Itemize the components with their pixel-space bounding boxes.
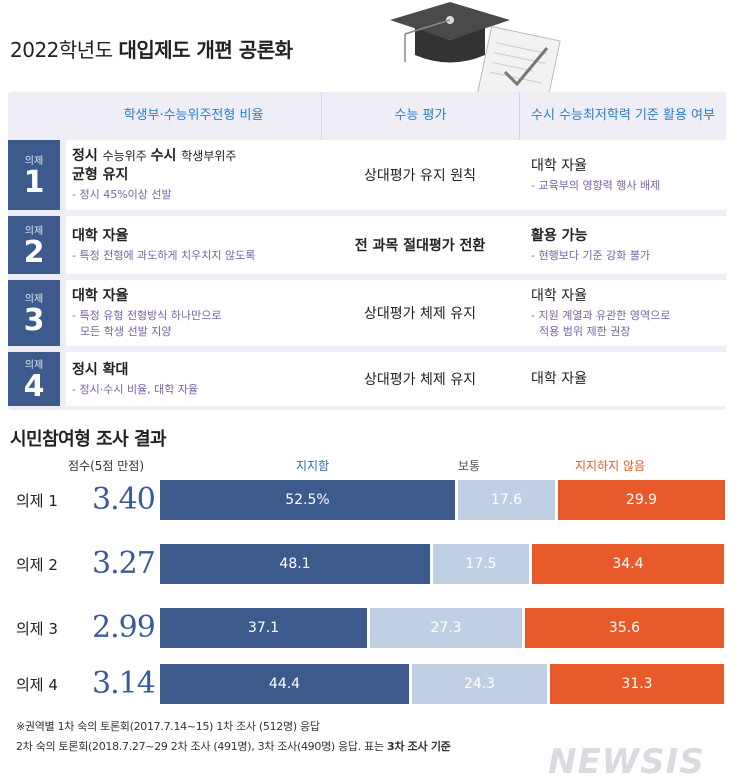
category-label: 의제 1 bbox=[16, 492, 58, 510]
category-label: 의제 4 bbox=[16, 676, 58, 694]
footnote-1: ※권역별 1차 숙의 토론회(2017.7.14~15) 1차 조사 (512명… bbox=[16, 720, 320, 733]
bar-row: 의제 1 3.40 52.5% 17.6 29.9 bbox=[0, 480, 745, 520]
row-label: 의제 1 bbox=[8, 140, 60, 210]
legend-support: 지지함 bbox=[296, 459, 330, 473]
bar-segment-no: 31.3 bbox=[550, 664, 724, 704]
table-header: 학생부·수능위주전형 비율 수능 평가 수시 수능최저학력 기준 활용 여부 bbox=[66, 92, 726, 140]
header-csat: 수능 평가 bbox=[321, 92, 519, 140]
bar-row: 의제 3 2.99 37.1 27.3 35.6 bbox=[0, 608, 745, 648]
bar-segment-yes: 44.4 bbox=[160, 664, 409, 704]
bar-row: 의제 2 3.27 48.1 17.5 34.4 bbox=[0, 544, 745, 584]
legend-neutral: 보통 bbox=[458, 459, 481, 473]
score-value: 2.99 bbox=[92, 610, 156, 645]
row-label: 의제 4 bbox=[8, 352, 60, 406]
category-label: 의제 2 bbox=[16, 556, 58, 574]
bar-segment-no: 29.9 bbox=[558, 480, 725, 520]
survey-title: 시민참여형 조사 결과 bbox=[10, 429, 167, 450]
bar-segment-yes: 52.5% bbox=[160, 480, 455, 520]
bar-segment-mid: 17.6 bbox=[458, 480, 555, 520]
bar-segment-mid: 27.3 bbox=[370, 608, 522, 648]
header-ratio: 학생부·수능위주전형 비율 bbox=[123, 108, 264, 123]
footnote-2: 2차 숙의 토론회(2018.7.27~29 2차 조사 (491명), 3차 … bbox=[16, 740, 451, 753]
row-label: 의제 2 bbox=[8, 216, 60, 274]
bar-row: 의제 4 3.14 44.4 24.3 31.3 bbox=[0, 664, 745, 704]
table-row: 의제 3 대학 자율 - 특정 유형 전형방식 하나만으로 모든 학생 선발 지… bbox=[8, 280, 726, 346]
row-label: 의제 3 bbox=[8, 280, 60, 346]
bar-segment-yes: 37.1 bbox=[160, 608, 367, 648]
score-value: 3.40 bbox=[92, 482, 156, 517]
table-row: 의제 2 대학 자율 - 특정 전형에 과도하게 치우치지 않도록 전 과목 절… bbox=[8, 216, 726, 274]
table-row: 의제 1 정시 수능위주 수시 학생부위주 균형 유지 - 정시 45%이상 선… bbox=[8, 140, 726, 210]
category-label: 의제 3 bbox=[16, 620, 58, 638]
bar-segment-no: 35.6 bbox=[525, 608, 724, 648]
score-column-label: 점수(5점 만점) bbox=[68, 459, 145, 473]
score-value: 3.27 bbox=[92, 546, 156, 581]
bar-segment-yes: 48.1 bbox=[160, 544, 430, 584]
table-row: 의제 4 정시 확대 - 정시·수시 비율, 대학 자율 상대평가 체제 유지 … bbox=[8, 352, 726, 406]
policy-table: 학생부·수능위주전형 비율 수능 평가 수시 수능최저학력 기준 활용 여부 의… bbox=[8, 92, 726, 410]
page-title: 2022학년도 대입제도 개편 공론화 bbox=[10, 38, 293, 62]
legend-oppose: 지지하지 않음 bbox=[575, 459, 646, 473]
score-value: 3.14 bbox=[92, 666, 156, 701]
bar-segment-mid: 24.3 bbox=[412, 664, 547, 704]
bar-segment-mid: 17.5 bbox=[433, 544, 529, 584]
bar-segment-no: 34.4 bbox=[532, 544, 724, 584]
header-min-standard: 수시 수능최저학력 기준 활용 여부 bbox=[519, 92, 726, 140]
newsis-logo: NEWSIS bbox=[548, 742, 705, 780]
